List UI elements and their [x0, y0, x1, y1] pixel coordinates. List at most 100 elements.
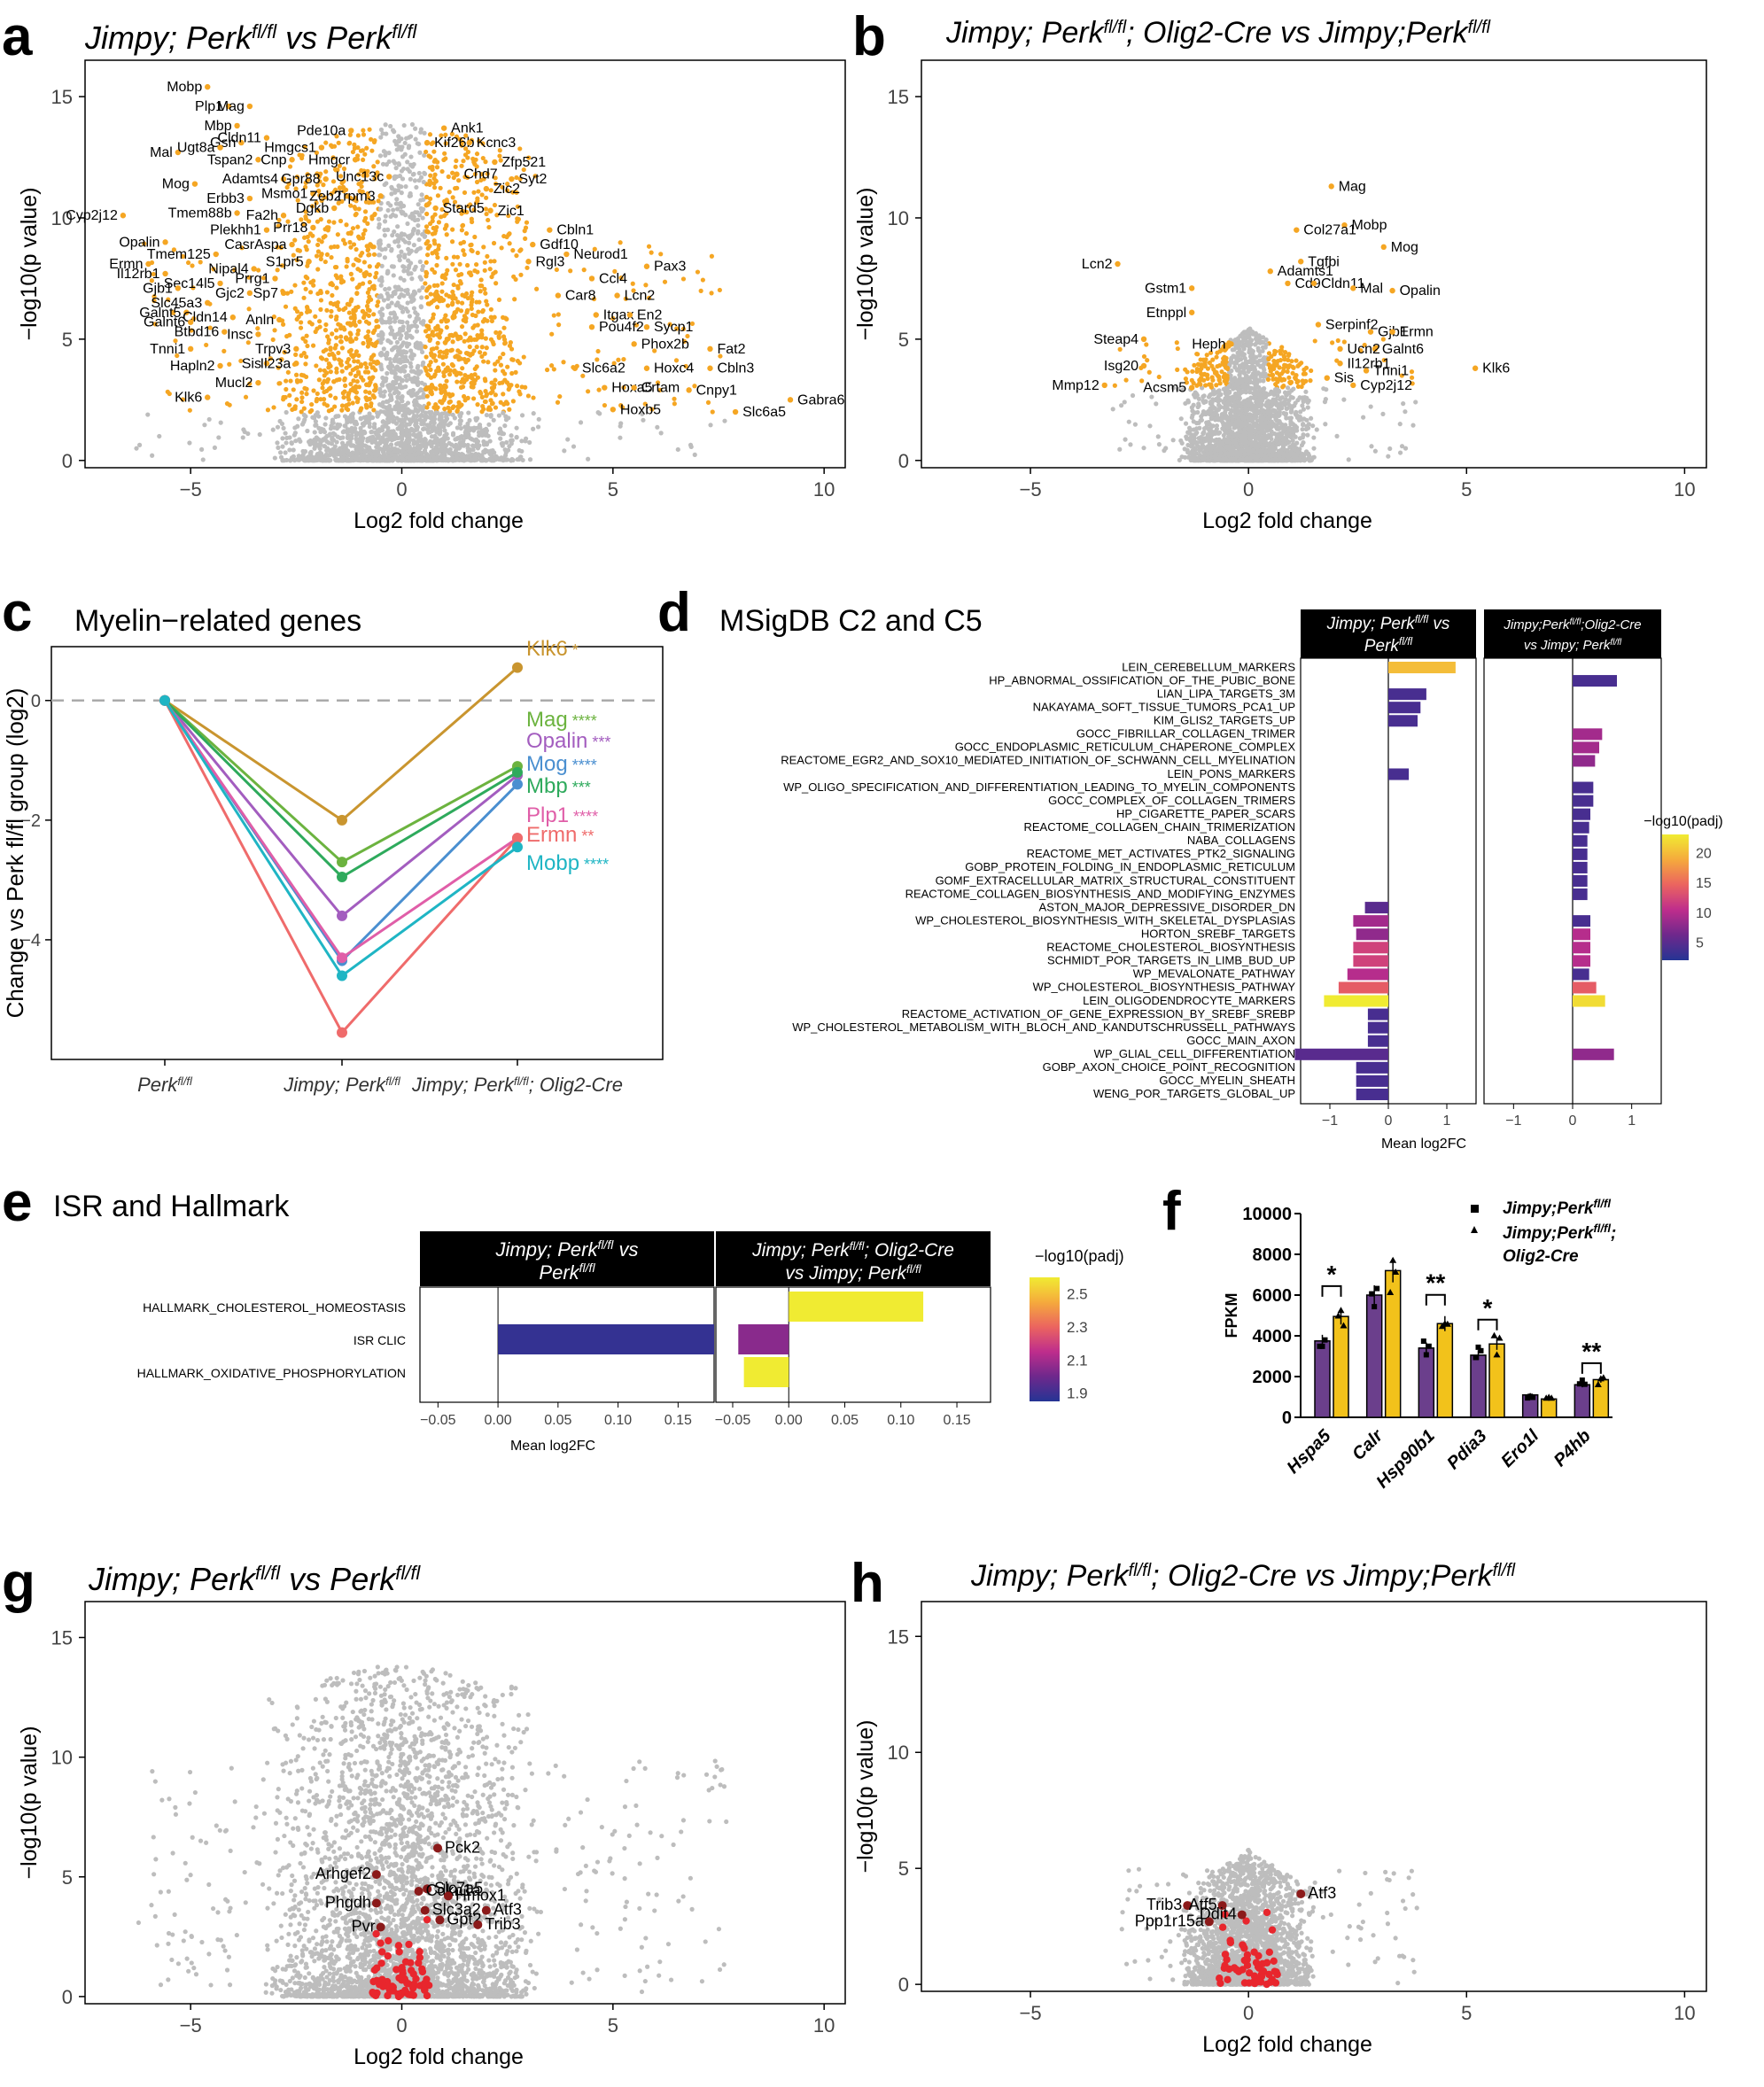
data-point: [332, 425, 338, 431]
point-label: Gpr88: [281, 172, 321, 187]
data-point: [389, 300, 394, 306]
data-point: [509, 370, 515, 376]
data-point: [187, 440, 192, 446]
data-point: [402, 252, 408, 258]
data-point: [417, 341, 423, 346]
data-point: [326, 365, 331, 370]
labeled-point: [424, 139, 431, 146]
data-point: [284, 386, 289, 392]
data-point: [431, 159, 437, 164]
data-point: [462, 190, 468, 196]
labeled-point: [614, 292, 620, 299]
data-point: [500, 431, 505, 437]
data-point: [398, 369, 403, 374]
data-point: [303, 286, 308, 291]
data-point: [586, 389, 591, 394]
data-point: [427, 196, 433, 201]
data-point: [361, 340, 366, 346]
labeled-point: [255, 379, 261, 386]
point-label: Chd7: [463, 167, 497, 182]
data-point: [398, 275, 403, 281]
data-point: [385, 438, 390, 444]
data-point: [1255, 345, 1261, 351]
data-point: [443, 391, 448, 396]
data-point: [395, 407, 400, 412]
point-label: Tmem88b: [168, 206, 232, 221]
data-point: [596, 387, 602, 392]
data-point: [557, 393, 563, 400]
data-point: [705, 400, 711, 405]
data-point: [556, 322, 562, 328]
data-point: [464, 454, 470, 459]
data-point: [400, 430, 405, 435]
data-point: [565, 437, 571, 442]
data-point: [472, 268, 478, 274]
data-point: [481, 438, 486, 445]
data-point: [514, 252, 519, 259]
point-label: Erbb3: [206, 191, 245, 206]
data-point: [431, 332, 436, 338]
x-axis-label: Log2 fold change: [1202, 508, 1372, 533]
data-point: [472, 234, 478, 240]
labeled-point: [318, 144, 325, 151]
data-point: [418, 175, 424, 180]
data-point: [400, 319, 405, 325]
data-point: [375, 414, 380, 419]
y-tick-label: 10: [51, 207, 73, 229]
data-point: [359, 361, 364, 368]
data-point: [343, 383, 348, 388]
data-point: [489, 401, 495, 407]
data-point: [437, 335, 442, 340]
data-point: [672, 401, 677, 407]
data-point: [309, 407, 315, 413]
data-point: [1309, 368, 1314, 374]
data-point: [474, 261, 479, 268]
data-point: [515, 358, 521, 364]
data-point: [459, 300, 465, 306]
data-point: [293, 352, 299, 357]
data-point: [418, 127, 424, 132]
data-point: [349, 425, 354, 431]
panel-letter-b: b: [852, 6, 886, 67]
data-point: [470, 447, 476, 453]
data-point: [403, 354, 408, 360]
data-point: [415, 424, 420, 430]
data-point: [399, 190, 404, 196]
data-point: [470, 325, 476, 330]
data-point: [389, 264, 395, 269]
data-point: [326, 458, 331, 463]
data-point: [318, 298, 324, 303]
data-point: [484, 211, 489, 217]
data-point: [391, 310, 397, 315]
data-point: [332, 301, 338, 306]
data-point: [351, 242, 357, 247]
data-point: [388, 325, 393, 330]
data-point: [409, 121, 416, 128]
data-point: [322, 233, 328, 239]
data-point: [410, 379, 416, 384]
data-point: [324, 307, 330, 313]
data-point: [407, 236, 412, 241]
data-point: [312, 430, 317, 435]
point-label: Cyp2j12: [66, 208, 118, 223]
data-point: [458, 241, 463, 246]
data-point: [438, 349, 443, 354]
data-point: [324, 403, 330, 408]
data-point: [468, 270, 473, 275]
data-point: [409, 295, 415, 301]
data-point: [439, 281, 445, 286]
data-point: [392, 160, 398, 166]
data-point: [399, 249, 404, 254]
data-point: [646, 244, 652, 249]
data-point: [408, 154, 414, 159]
data-point: [265, 407, 271, 413]
data-point: [457, 279, 462, 284]
data-point: [429, 419, 434, 425]
point-label: Cbln1: [556, 223, 594, 238]
data-point: [328, 300, 333, 306]
data-point: [630, 281, 635, 286]
data-point: [513, 369, 518, 375]
labeled-point: [492, 159, 498, 166]
data-point: [453, 164, 458, 169]
data-point: [145, 412, 151, 417]
